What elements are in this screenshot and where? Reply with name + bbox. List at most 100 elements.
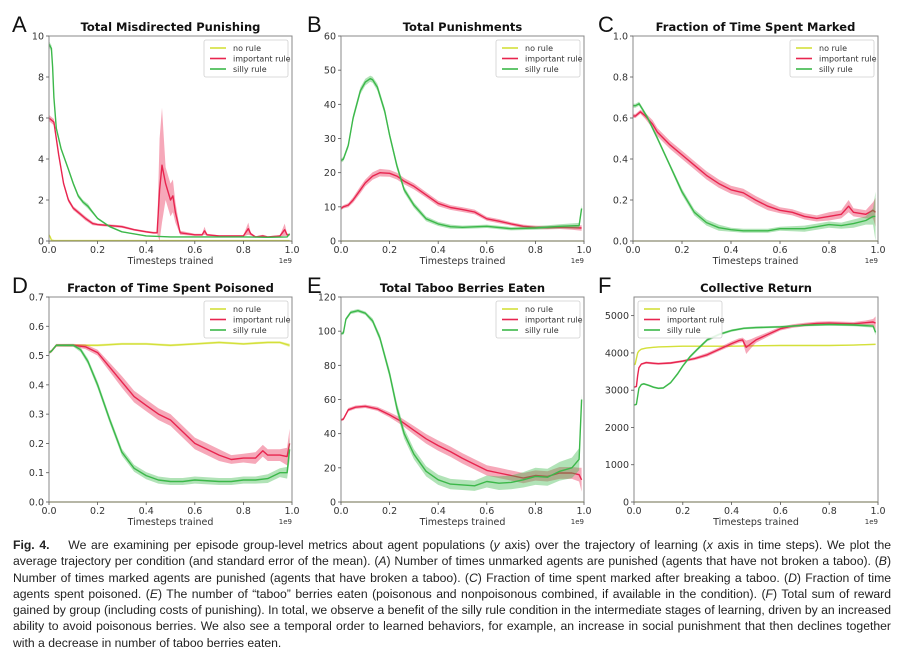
data-point-silly-rule bbox=[875, 332, 876, 333]
data-point-silly-rule bbox=[121, 452, 122, 453]
data-point-important-rule bbox=[194, 234, 195, 235]
data-point-silly-rule bbox=[379, 337, 380, 338]
data-point-no-rule bbox=[780, 345, 781, 346]
data-point-important-rule bbox=[85, 346, 86, 347]
chart-panel-c: Fraction of Time Spent Marked 0.0 0.2 0.4 0.… bbox=[613, 20, 886, 267]
data-point-important-rule bbox=[165, 183, 166, 184]
data-point-silly-rule bbox=[486, 481, 487, 482]
legend-label: no rule bbox=[525, 305, 553, 314]
x-tick-label: 0.4 bbox=[723, 245, 738, 256]
data-point-silly-rule bbox=[56, 128, 57, 129]
data-point-important-rule bbox=[78, 212, 79, 213]
data-point-important-rule bbox=[194, 443, 195, 444]
y-tick-label: 2 bbox=[38, 196, 44, 207]
data-point-silly-rule bbox=[486, 226, 487, 227]
x-offset-label: 1e9 bbox=[865, 518, 878, 526]
data-point-silly-rule bbox=[677, 373, 678, 374]
series-line-important-rule bbox=[341, 171, 582, 229]
data-point-silly-rule bbox=[559, 471, 560, 472]
x-axis-label: Timesteps trained bbox=[127, 256, 214, 267]
data-point-important-rule bbox=[180, 232, 181, 233]
data-point-silly-rule bbox=[780, 326, 781, 327]
legend-box bbox=[203, 300, 289, 339]
legend-box bbox=[495, 300, 581, 339]
series-line-silly-rule bbox=[341, 77, 583, 230]
data-point-important-rule bbox=[682, 361, 683, 362]
data-point-silly-rule bbox=[559, 226, 560, 227]
data-point-important-rule bbox=[379, 172, 380, 173]
data-point-silly-rule bbox=[73, 345, 74, 346]
y-tick-label: 10 bbox=[324, 202, 336, 213]
y-tick-label: 0 bbox=[330, 237, 336, 248]
data-point-important-rule bbox=[158, 414, 159, 415]
data-point-important-rule bbox=[646, 362, 647, 363]
data-point-no-rule bbox=[146, 343, 147, 344]
data-point-important-rule bbox=[474, 464, 475, 465]
data-point-important-rule bbox=[670, 362, 671, 363]
data-point-silly-rule bbox=[474, 485, 475, 486]
data-point-no-rule bbox=[97, 345, 98, 346]
data-point-silly-rule bbox=[873, 326, 874, 327]
data-point-silly-rule bbox=[523, 479, 524, 480]
legend-label: silly rule bbox=[525, 326, 559, 335]
data-point-silly-rule bbox=[350, 312, 351, 313]
data-point-important-rule bbox=[389, 173, 390, 174]
y-tick-label: 0.3 bbox=[29, 410, 44, 421]
data-point-silly-rule bbox=[438, 479, 439, 480]
x-tick-label: 0.0 bbox=[333, 245, 348, 256]
x-tick-label: 1.0 bbox=[576, 245, 591, 256]
y-tick-label: 10 bbox=[32, 32, 44, 43]
data-point-important-rule bbox=[743, 192, 744, 193]
x-tick-label: 0.2 bbox=[90, 506, 105, 517]
data-point-important-rule bbox=[635, 115, 636, 116]
data-point-no-rule bbox=[658, 346, 659, 347]
data-point-silly-rule bbox=[579, 459, 580, 460]
y-tick-label: 60 bbox=[324, 32, 336, 43]
data-point-silly-rule bbox=[396, 165, 397, 166]
data-point-important-rule bbox=[68, 199, 69, 200]
series-group bbox=[633, 101, 876, 241]
series-line-silly-rule bbox=[49, 43, 291, 239]
data-point-important-rule bbox=[146, 405, 147, 406]
series-group bbox=[341, 75, 583, 231]
data-point-important-rule bbox=[170, 199, 171, 200]
data-point-silly-rule bbox=[396, 407, 397, 408]
x-axis-label: Timesteps trained bbox=[419, 256, 506, 267]
data-point-no-rule bbox=[804, 345, 805, 346]
data-point-silly-rule bbox=[635, 105, 636, 106]
data-point-silly-rule bbox=[243, 236, 244, 237]
data-point-important-rule bbox=[462, 209, 463, 210]
x-axis-label: Timesteps trained bbox=[419, 517, 506, 528]
data-point-silly-rule bbox=[109, 226, 110, 227]
data-point-silly-rule bbox=[653, 387, 654, 388]
chart-title: Collective Return bbox=[700, 281, 812, 295]
data-point-important-rule bbox=[511, 223, 512, 224]
data-point-silly-rule bbox=[681, 191, 682, 192]
figure-4: A B C D E F Total Misdirected Punishing 0… bbox=[12, 12, 886, 528]
data-point-silly-rule bbox=[73, 183, 74, 184]
error-band-silly-rule bbox=[633, 101, 876, 241]
x-tick-label: 0.0 bbox=[626, 506, 641, 517]
data-point-no-rule bbox=[267, 342, 268, 343]
caption-text: axis) over the trajectory of learning ( bbox=[499, 538, 707, 552]
data-point-silly-rule bbox=[579, 225, 580, 226]
data-point-important-rule bbox=[343, 206, 344, 207]
x-tick-label: 0.8 bbox=[822, 506, 837, 517]
data-point-important-rule bbox=[873, 321, 874, 322]
data-point-no-rule bbox=[653, 347, 654, 348]
caption-panel-ref: x bbox=[706, 538, 713, 552]
data-point-silly-rule bbox=[52, 66, 53, 67]
data-point-important-rule bbox=[486, 218, 487, 219]
data-point-important-rule bbox=[816, 218, 817, 219]
data-point-important-rule bbox=[58, 154, 59, 155]
data-point-important-rule bbox=[875, 323, 876, 324]
error-band-important-rule bbox=[49, 107, 290, 241]
data-point-important-rule bbox=[853, 212, 854, 213]
data-point-silly-rule bbox=[426, 218, 427, 219]
y-tick-label: 20 bbox=[324, 463, 336, 474]
data-point-silly-rule bbox=[636, 404, 637, 405]
data-point-important-rule bbox=[653, 363, 654, 364]
data-point-silly-rule bbox=[743, 328, 744, 329]
data-point-important-rule bbox=[157, 232, 158, 233]
data-point-important-rule bbox=[751, 343, 752, 344]
